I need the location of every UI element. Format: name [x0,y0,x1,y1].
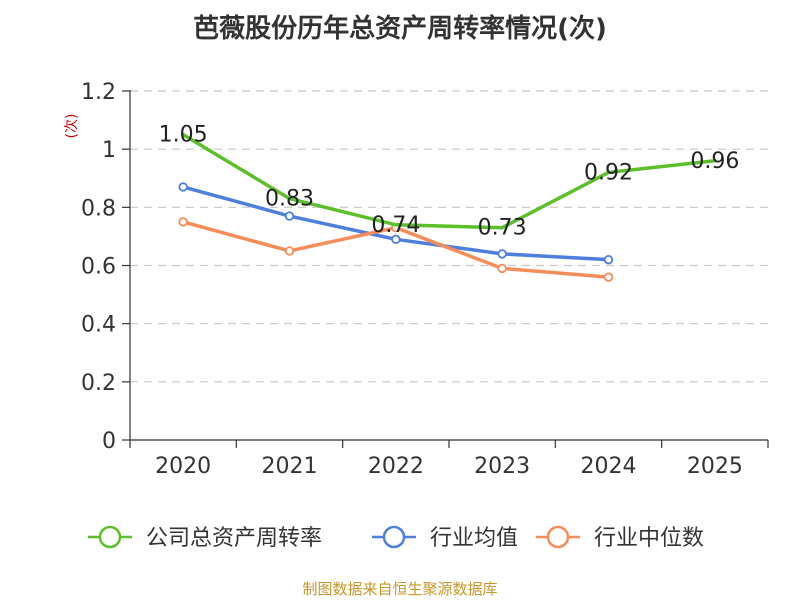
legend-label: 公司总资产周转率 [146,526,322,551]
legend-swatch-marker [382,525,406,549]
data-label: 0.83 [265,187,314,212]
data-point [284,211,295,221]
data-point [497,249,507,259]
y-tick-label: 1.2 [81,80,116,105]
y-tick-label: 0.4 [81,313,116,338]
data-point [284,246,295,256]
chart-title: 芭薇股份历年总资产周转率情况(次) [193,14,607,44]
x-tick-label: 2024 [581,454,637,479]
series-line-0 [181,132,717,230]
x-tick-label: 2020 [155,454,211,479]
data-source-note: 制图数据来自恒生聚源数据库 [302,580,498,598]
y-tick-label: 1 [102,138,116,163]
y-tick-label: 0.6 [81,255,116,280]
data-point [603,272,614,282]
data-label: 0.92 [584,160,633,185]
data-label: 0.74 [371,213,420,238]
x-tick-label: 2022 [368,454,424,479]
y-tick-label: 0.2 [81,371,116,396]
data-label: 1.05 [159,123,208,148]
data-label: 0.73 [478,216,527,241]
data-point [497,263,507,274]
data-label: 0.96 [690,149,739,174]
data-point [391,234,401,245]
legend-swatch-marker [98,525,122,549]
legend-label: 行业中位数 [594,526,704,551]
x-tick-label: 2021 [262,454,318,479]
y-axis-label: (次) [64,114,80,139]
data-point [178,217,188,227]
x-tick-label: 2025 [687,454,743,479]
legend-label: 行业均值 [430,526,518,551]
y-tick-label: 0 [102,429,116,454]
y-tick-label: 0.8 [81,196,116,221]
data-point [603,254,614,265]
data-point [178,182,188,192]
legend-swatch-marker [546,525,570,549]
x-tick-label: 2023 [474,454,530,479]
